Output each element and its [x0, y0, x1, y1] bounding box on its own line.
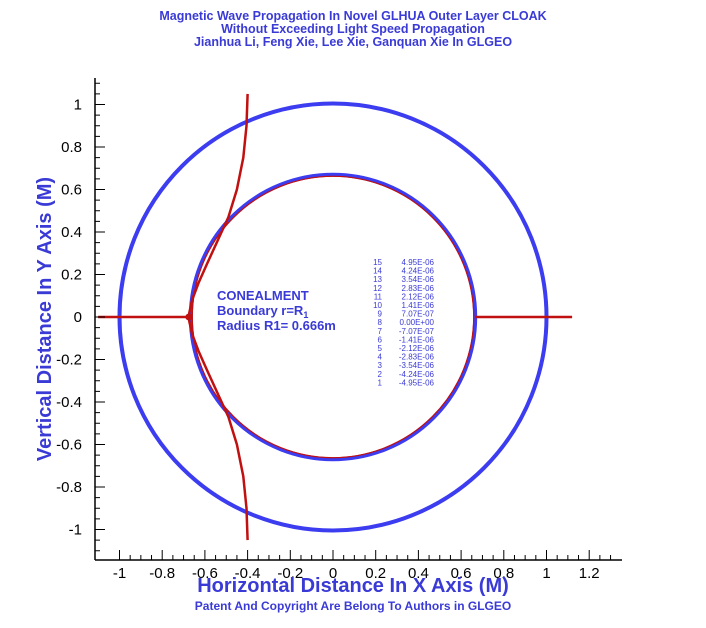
x-tick-label: -1 — [113, 565, 126, 582]
wave-cusp-point — [185, 313, 193, 321]
legend-value: -2.12E-06 — [399, 344, 435, 353]
legend-level: 9 — [378, 310, 383, 319]
legend-value: 0.00E+00 — [400, 318, 435, 327]
legend-level: 15 — [373, 258, 382, 267]
legend-level: 4 — [378, 353, 383, 362]
y-tick-label: 1 — [74, 97, 82, 114]
y-tick-label: 0.2 — [61, 267, 82, 284]
legend-level: 5 — [378, 344, 383, 353]
x-tick-label: -0.4 — [235, 565, 261, 582]
legend-level: 1 — [378, 378, 383, 387]
legend-value: 7.07E-07 — [402, 310, 435, 319]
x-tick-label: 1 — [542, 565, 550, 582]
legend-value: -3.54E-06 — [399, 361, 435, 370]
x-tick-label: -0.6 — [192, 565, 218, 582]
legend-value: -7.07E-07 — [399, 327, 435, 336]
legend-value: -1.41E-06 — [399, 335, 435, 344]
y-tick-label: 0.6 — [61, 182, 82, 199]
legend-value: 3.54E-06 — [402, 275, 435, 284]
annotation-radius: Radius R1= 0.666m — [217, 318, 336, 333]
x-axis-label: Horizontal Distance In X Axis (M) — [197, 575, 509, 597]
y-tick-label: -1 — [69, 522, 82, 539]
legend-value: -4.95E-06 — [399, 378, 435, 387]
x-tick-label: 0 — [329, 565, 337, 582]
legend-level: 11 — [374, 292, 383, 301]
x-tick-label: 0.6 — [451, 565, 472, 582]
legend-value: 4.95E-06 — [402, 258, 435, 267]
chart-subtitle: Without Exceeding Light Speed Propagatio… — [221, 22, 485, 36]
legend-value: 1.41E-06 — [402, 301, 435, 310]
y-tick-label: -0.6 — [56, 437, 82, 454]
x-tick-label: 0.8 — [493, 565, 514, 582]
footer-note: Patent And Copyright Are Belong To Autho… — [194, 599, 512, 613]
legend-level: 8 — [378, 318, 383, 327]
x-tick-label: -0.2 — [277, 565, 303, 582]
legend-value: 2.83E-06 — [402, 284, 435, 293]
legend-level: 7 — [378, 327, 383, 336]
legend-level: 13 — [373, 275, 382, 284]
y-tick-label: 0.8 — [61, 139, 82, 156]
legend-level: 10 — [373, 301, 382, 310]
y-tick-label: -0.8 — [56, 479, 82, 496]
x-tick-label: 0.2 — [365, 565, 386, 582]
legend-level: 14 — [373, 267, 382, 276]
y-tick-label: 0 — [74, 309, 82, 326]
y-tick-label: 0.4 — [61, 224, 82, 241]
x-tick-label: 0.4 — [408, 565, 429, 582]
legend-value: -4.24E-06 — [399, 370, 435, 379]
x-tick-label: -0.8 — [149, 565, 175, 582]
y-tick-label: -0.2 — [56, 352, 82, 369]
y-axis-label: Vertical Distance In Y Axis (M) — [34, 177, 56, 461]
legend-value: 4.24E-06 — [402, 267, 435, 276]
legend-level: 12 — [373, 284, 382, 293]
chart-authors: Jianhua Li, Feng Xie, Lee Xie, Ganquan X… — [193, 35, 513, 49]
annotation-boundary: Boundary r=R1 — [217, 303, 308, 320]
legend-value: 2.12E-06 — [402, 292, 435, 301]
legend-level: 3 — [378, 361, 383, 370]
legend-level: 6 — [378, 335, 383, 344]
legend-level: 2 — [378, 370, 383, 379]
chart-title: Magnetic Wave Propagation In Novel GLHUA… — [159, 9, 547, 23]
y-tick-label: -0.4 — [56, 394, 82, 411]
legend-value: -2.83E-06 — [399, 353, 435, 362]
x-tick-label: 1.2 — [579, 565, 600, 582]
annotation-concealment: CONEALMENT — [217, 288, 309, 303]
